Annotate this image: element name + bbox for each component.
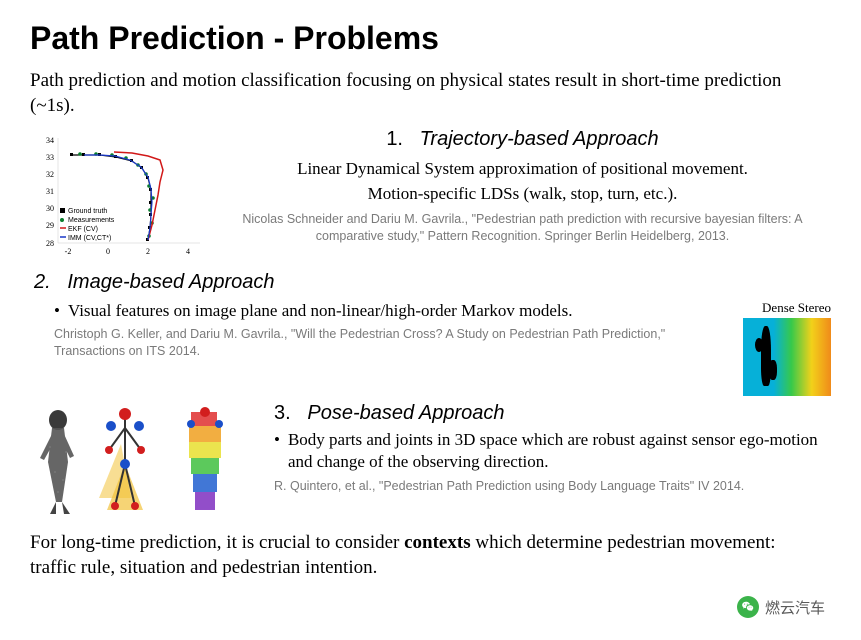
section3-bullet: Body parts and joints in 3D space which …	[288, 429, 831, 473]
section2-heading: 2. Image-based Approach	[34, 271, 831, 294]
trajectory-chart: 28 29 30 31 32 33 34 -2 0 2 4	[30, 128, 210, 263]
section-pose: 3. Pose-based Approach Body parts and jo…	[30, 402, 831, 517]
section2-title: Image-based Approach	[67, 271, 274, 293]
section1-title: Trajectory-based Approach	[420, 128, 659, 150]
dense-stereo-image	[743, 318, 831, 396]
dense-stereo-label: Dense Stereo	[743, 300, 831, 316]
wechat-icon	[737, 596, 759, 618]
section-trajectory: 28 29 30 31 32 33 34 -2 0 2 4	[30, 128, 831, 263]
svg-text:30: 30	[46, 204, 54, 213]
section3-heading: 3. Pose-based Approach	[274, 402, 831, 425]
svg-text:EKF (CV): EKF (CV)	[68, 226, 98, 233]
svg-text:0: 0	[106, 247, 110, 256]
svg-text:IMM (CV,CT*): IMM (CV,CT*)	[68, 235, 111, 242]
svg-text:31: 31	[46, 187, 54, 196]
svg-text:4: 4	[186, 247, 190, 256]
section2-cite: Christoph G. Keller, and Dariu M. Gavril…	[54, 326, 733, 360]
section1-heading: 1. Trajectory-based Approach	[224, 128, 821, 151]
svg-text:33: 33	[46, 153, 54, 162]
section3-cite: R. Quintero, et al., "Pedestrian Path Pr…	[274, 478, 831, 495]
section1-line2: Motion-specific LDSs (walk, stop, turn, …	[224, 182, 821, 207]
svg-text:29: 29	[46, 221, 54, 230]
section1-cite: Nicolas Schneider and Dariu M. Gavrila.,…	[224, 211, 821, 245]
section2-num: 2.	[34, 271, 51, 293]
section2-bullet: Visual features on image plane and non-l…	[68, 300, 573, 322]
svg-text:34: 34	[46, 136, 54, 145]
conclusion-text: For long-time prediction, it is crucial …	[30, 531, 810, 580]
svg-text:32: 32	[46, 170, 54, 179]
conclusion-bold: contexts	[404, 532, 470, 553]
section1-line1: Linear Dynamical System approximation of…	[224, 157, 821, 182]
section3-title: Pose-based Approach	[307, 402, 504, 424]
watermark: 燃云汽车	[731, 594, 831, 620]
svg-text:28: 28	[46, 239, 54, 248]
pose-figure	[30, 402, 260, 517]
section1-num: 1.	[386, 128, 403, 150]
intro-text: Path prediction and motion classificatio…	[30, 69, 810, 118]
watermark-text: 燃云汽车	[765, 597, 825, 618]
dense-stereo-figure: Dense Stereo	[743, 300, 831, 396]
svg-text:-2: -2	[65, 247, 72, 256]
conclusion-pre: For long-time prediction, it is crucial …	[30, 532, 404, 553]
section-image: 2. Image-based Approach Visual features …	[30, 271, 831, 396]
page-title: Path Prediction - Problems	[30, 20, 831, 57]
svg-text:Measurements: Measurements	[68, 217, 115, 224]
section3-num: 3.	[274, 402, 291, 424]
svg-text:Ground truth: Ground truth	[68, 208, 107, 215]
svg-text:2: 2	[146, 247, 150, 256]
